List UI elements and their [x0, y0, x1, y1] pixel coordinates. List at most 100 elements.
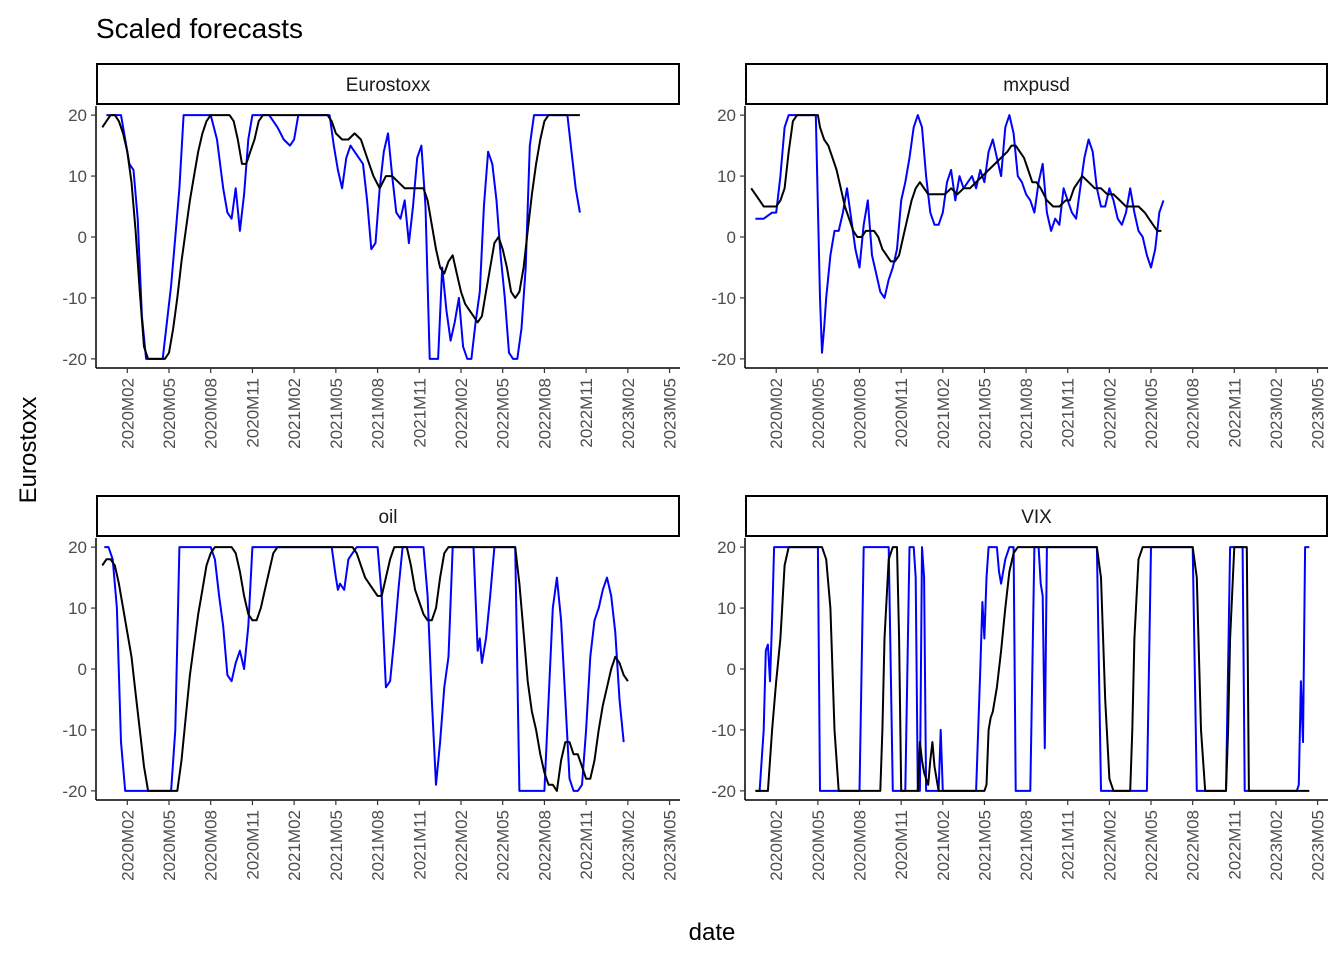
facet-strip-label: VIX — [1021, 507, 1052, 528]
y-tick-label: 20 — [717, 106, 736, 125]
x-tick-label: 2023M02 — [619, 810, 638, 881]
x-tick-label: 2020M02 — [767, 378, 786, 449]
y-tick-label: 10 — [717, 167, 736, 186]
x-tick-label: 2020M02 — [118, 378, 137, 449]
x-tick-label: 2022M02 — [452, 378, 471, 449]
y-tick-label: 20 — [68, 106, 87, 125]
x-tick-label: 2023M05 — [1309, 378, 1328, 449]
y-tick-label: -20 — [711, 782, 736, 801]
facet-strip-label: mxpusd — [1003, 75, 1070, 96]
x-tick-label: 2021M05 — [975, 378, 994, 449]
x-tick-label: 2022M11 — [577, 378, 596, 448]
x-tick-label: 2022M08 — [1184, 810, 1203, 881]
y-axis-title: Eurostoxx — [15, 397, 42, 504]
facet-strip-label: Eurostoxx — [346, 75, 431, 96]
y-tick-label: 0 — [78, 660, 87, 679]
x-tick-label: 2022M05 — [494, 378, 513, 449]
x-tick-label: 2020M02 — [767, 810, 786, 881]
facet-strip — [745, 495, 1328, 537]
series-line-raw — [106, 114, 581, 360]
facet-strip — [96, 495, 680, 537]
x-tick-label: 2022M02 — [1100, 810, 1119, 881]
x-tick-label: 2022M05 — [1142, 810, 1161, 881]
y-tick-label: 0 — [727, 660, 736, 679]
x-tick-label: 2020M02 — [118, 810, 137, 881]
x-tick-label: 2020M08 — [851, 378, 870, 449]
y-tick-label: -10 — [711, 289, 736, 308]
y-tick-label: -10 — [62, 289, 87, 308]
x-tick-label: 2021M11 — [410, 810, 429, 880]
x-tick-label: 2021M02 — [285, 810, 304, 881]
x-axis-title: date — [689, 919, 736, 946]
x-tick-label: 2020M11 — [892, 378, 911, 448]
y-tick-label: 20 — [68, 538, 87, 557]
x-tick-label: 2021M05 — [327, 378, 346, 449]
x-tick-label: 2021M11 — [410, 378, 429, 448]
x-tick-label: 2021M11 — [1059, 810, 1078, 880]
x-tick-label: 2021M08 — [1017, 378, 1036, 449]
x-tick-label: 2022M02 — [1100, 378, 1119, 449]
x-tick-label: 2023M02 — [1267, 378, 1286, 449]
x-tick-label: 2020M11 — [892, 810, 911, 880]
facet-panel-vix: VIX -20 -10 0 10 20 2020M02 2020M05 2020M08 2020M… — [711, 495, 1328, 881]
x-tick-label: 2021M08 — [1017, 810, 1036, 881]
x-tick-label: 2021M08 — [369, 810, 388, 881]
x-tick-label: 2022M11 — [1225, 378, 1244, 448]
x-tick-label: 2020M08 — [851, 810, 870, 881]
chart-title: Scaled forecasts — [96, 13, 303, 44]
x-tick-label: 2021M02 — [285, 378, 304, 449]
x-tick-label: 2022M11 — [1225, 810, 1244, 880]
series-line-raw — [755, 546, 1310, 792]
x-tick-label: 2023M02 — [619, 378, 638, 449]
series-line-smoothed — [750, 114, 1162, 263]
y-tick-label: 10 — [717, 599, 736, 618]
series-line-smoothed — [101, 546, 629, 792]
x-tick-label: 2021M02 — [934, 378, 953, 449]
x-tick-label: 2020M08 — [202, 810, 221, 881]
y-tick-label: -20 — [711, 350, 736, 369]
y-tick-label: -20 — [62, 350, 87, 369]
series-line-smoothed — [101, 114, 580, 360]
facet-panel-eurostoxx: Eurostoxx -20 -10 0 10 20 2020M02 2020M05 2020M0… — [62, 63, 680, 449]
y-tick-label: 0 — [727, 228, 736, 247]
series-line-raw — [755, 114, 1165, 354]
facet-panels: Eurostoxx -20 -10 0 10 20 2020M02 2020M05 2020M0… — [62, 63, 1328, 881]
x-tick-label: 2021M05 — [975, 810, 994, 881]
y-tick-label: 10 — [68, 167, 87, 186]
x-tick-label: 2021M05 — [327, 810, 346, 881]
facet-panel-oil: oil -20 -10 0 10 20 2020M02 2020M05 2020M08 2020M… — [62, 495, 680, 881]
x-tick-label: 2022M11 — [577, 810, 596, 880]
x-tick-label: 2022M02 — [452, 810, 471, 881]
x-tick-label: 2020M11 — [243, 378, 262, 448]
facet-strip — [745, 63, 1328, 105]
series-line-raw — [104, 546, 625, 792]
x-tick-label: 2022M08 — [1184, 378, 1203, 449]
x-tick-label: 2022M08 — [535, 810, 554, 881]
facet-strip — [96, 63, 680, 105]
x-tick-label: 2021M08 — [369, 378, 388, 449]
x-tick-label: 2023M05 — [1309, 810, 1328, 881]
x-tick-label: 2020M08 — [202, 378, 221, 449]
x-tick-label: 2022M05 — [1142, 378, 1161, 449]
x-tick-label: 2021M02 — [934, 810, 953, 881]
y-tick-label: 20 — [717, 538, 736, 557]
x-tick-label: 2020M05 — [809, 378, 828, 449]
x-tick-label: 2020M05 — [160, 810, 179, 881]
x-tick-label: 2021M11 — [1059, 378, 1078, 448]
x-tick-label: 2022M05 — [494, 810, 513, 881]
y-tick-label: -10 — [62, 721, 87, 740]
x-tick-label: 2020M11 — [243, 810, 262, 880]
series-line-smoothed — [755, 546, 1310, 792]
y-tick-label: 10 — [68, 599, 87, 618]
y-tick-label: 0 — [78, 228, 87, 247]
x-tick-label: 2020M05 — [160, 378, 179, 449]
facet-strip-label: oil — [378, 507, 397, 528]
y-tick-label: -20 — [62, 782, 87, 801]
x-tick-label: 2022M08 — [535, 378, 554, 449]
y-tick-label: -10 — [711, 721, 736, 740]
facet-panel-mxpusd: mxpusd -20 -10 0 10 20 2020M02 2020M05 2020M08 20… — [711, 63, 1328, 449]
x-tick-label: 2023M05 — [661, 810, 680, 881]
x-tick-label: 2020M05 — [809, 810, 828, 881]
x-tick-label: 2023M05 — [661, 378, 680, 449]
